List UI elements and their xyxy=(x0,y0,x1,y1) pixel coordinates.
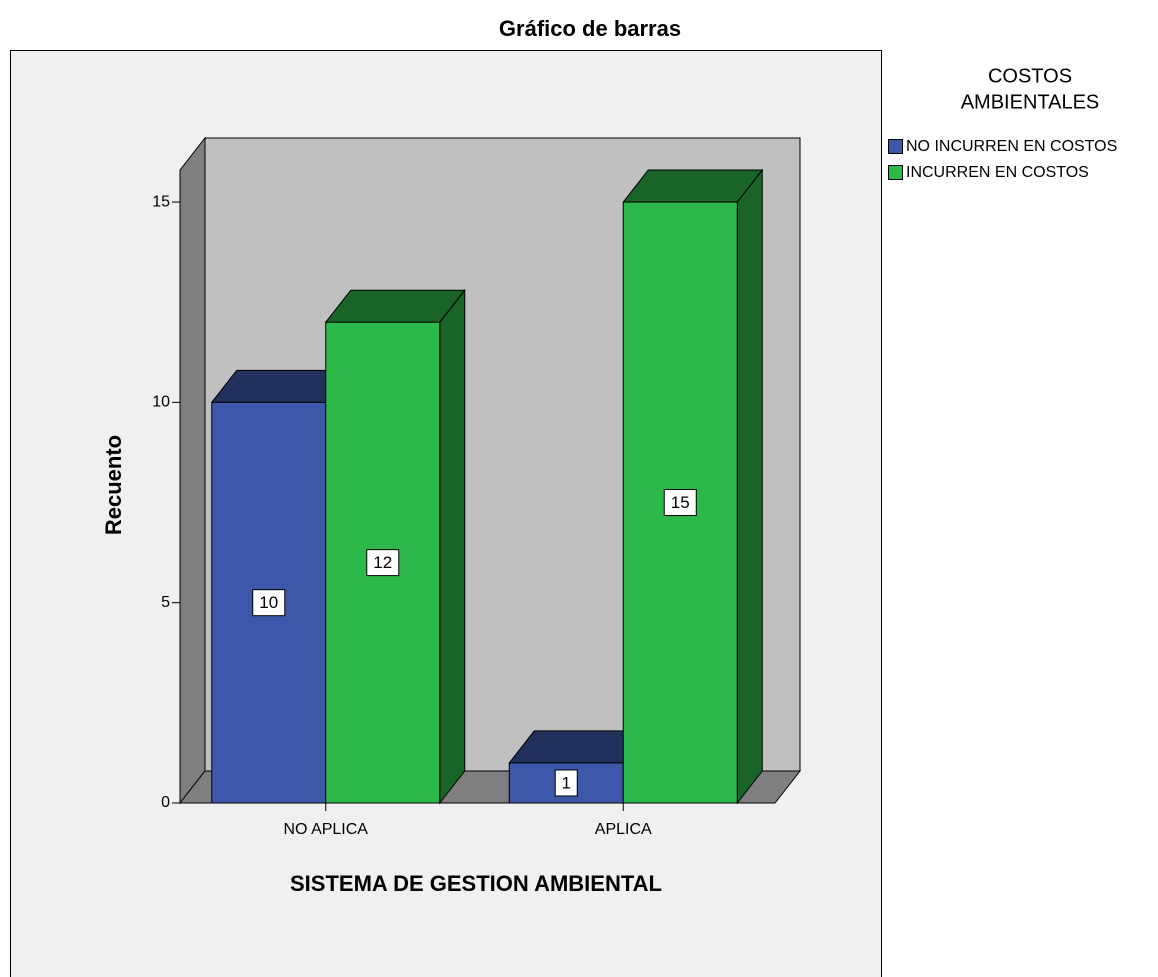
y-axis-label: Recuento xyxy=(101,435,126,535)
legend-swatch xyxy=(888,139,903,154)
bar-top xyxy=(324,289,466,323)
value-label-box xyxy=(663,489,697,517)
value-label-box xyxy=(252,589,286,617)
x-axis-label: SISTEMA DE GESTION AMBIENTAL xyxy=(290,871,662,896)
legend-label: INCURREN EN COSTOS xyxy=(906,164,1089,181)
value-label: 10 xyxy=(259,593,278,612)
x-tick-label: NO APLICA xyxy=(284,821,369,838)
legend-title: COSTOS xyxy=(988,65,1072,87)
y-tick-label: 10 xyxy=(152,394,170,411)
bar-side xyxy=(736,168,763,805)
legend-swatch xyxy=(888,165,903,180)
chart-title: Gráfico de barras xyxy=(499,16,681,41)
bar-top xyxy=(622,169,764,203)
legend-label: NO INCURREN EN COSTOS xyxy=(906,138,1117,155)
y-tick-label: 15 xyxy=(152,193,170,210)
bar-side xyxy=(439,288,466,805)
value-label-box xyxy=(554,769,578,797)
y-tick-label: 0 xyxy=(161,794,170,811)
x-tick-label: APLICA xyxy=(595,821,652,838)
bar xyxy=(211,401,327,804)
value-label: 15 xyxy=(671,493,690,512)
value-label-box xyxy=(366,549,400,577)
legend-title: AMBIENTALES xyxy=(961,91,1100,113)
value-label: 1 xyxy=(562,773,571,792)
value-label: 12 xyxy=(373,553,392,572)
left-wall xyxy=(179,136,206,805)
y-tick-label: 5 xyxy=(161,594,170,611)
